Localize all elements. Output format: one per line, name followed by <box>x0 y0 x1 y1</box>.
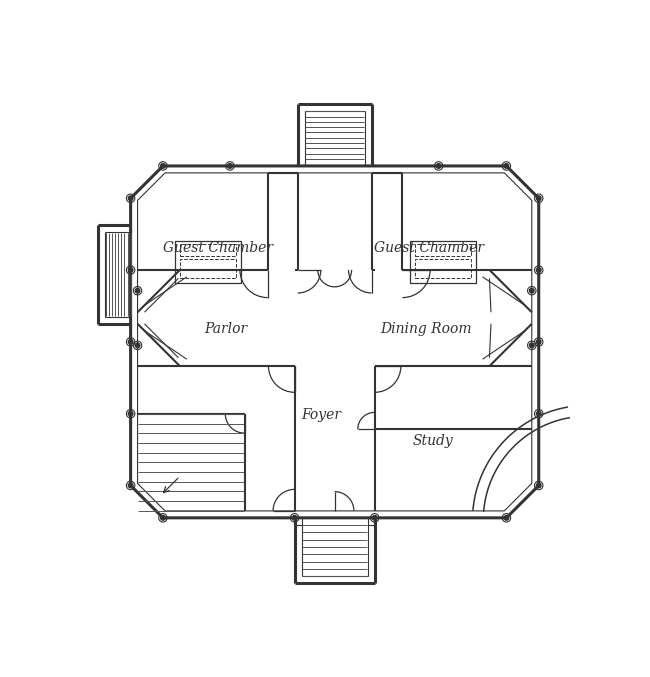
Circle shape <box>504 164 509 169</box>
Text: Dining Room: Dining Room <box>380 322 471 336</box>
Circle shape <box>292 515 297 520</box>
Circle shape <box>128 483 133 488</box>
Bar <box>180 259 236 278</box>
Circle shape <box>504 515 509 520</box>
Circle shape <box>128 268 133 272</box>
Circle shape <box>227 164 232 169</box>
Circle shape <box>530 343 534 348</box>
Text: Guest Chamber: Guest Chamber <box>162 241 272 255</box>
Circle shape <box>536 268 541 272</box>
Circle shape <box>128 196 133 200</box>
Circle shape <box>135 343 140 348</box>
Circle shape <box>161 515 165 520</box>
Bar <box>415 259 471 278</box>
Bar <box>410 240 476 283</box>
Text: Parlor: Parlor <box>203 322 247 336</box>
Circle shape <box>161 164 165 169</box>
Circle shape <box>372 515 377 520</box>
Circle shape <box>128 340 133 344</box>
Bar <box>415 244 471 256</box>
Bar <box>180 244 236 256</box>
Bar <box>176 240 240 283</box>
Circle shape <box>530 288 534 293</box>
Text: Study: Study <box>413 434 454 447</box>
Text: Guest Chamber: Guest Chamber <box>374 241 484 255</box>
Circle shape <box>436 164 441 169</box>
Circle shape <box>536 196 541 200</box>
Text: Foyer: Foyer <box>302 408 342 422</box>
Circle shape <box>536 340 541 344</box>
Circle shape <box>536 412 541 416</box>
Circle shape <box>536 483 541 488</box>
Circle shape <box>135 288 140 293</box>
Circle shape <box>128 412 133 416</box>
